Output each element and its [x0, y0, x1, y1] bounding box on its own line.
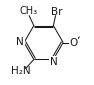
Text: N: N — [16, 37, 24, 47]
Text: N: N — [50, 57, 58, 67]
Text: CH₃: CH₃ — [20, 6, 38, 16]
Text: O: O — [69, 37, 78, 48]
Text: Br: Br — [51, 7, 63, 17]
Text: H₂N: H₂N — [11, 66, 31, 76]
